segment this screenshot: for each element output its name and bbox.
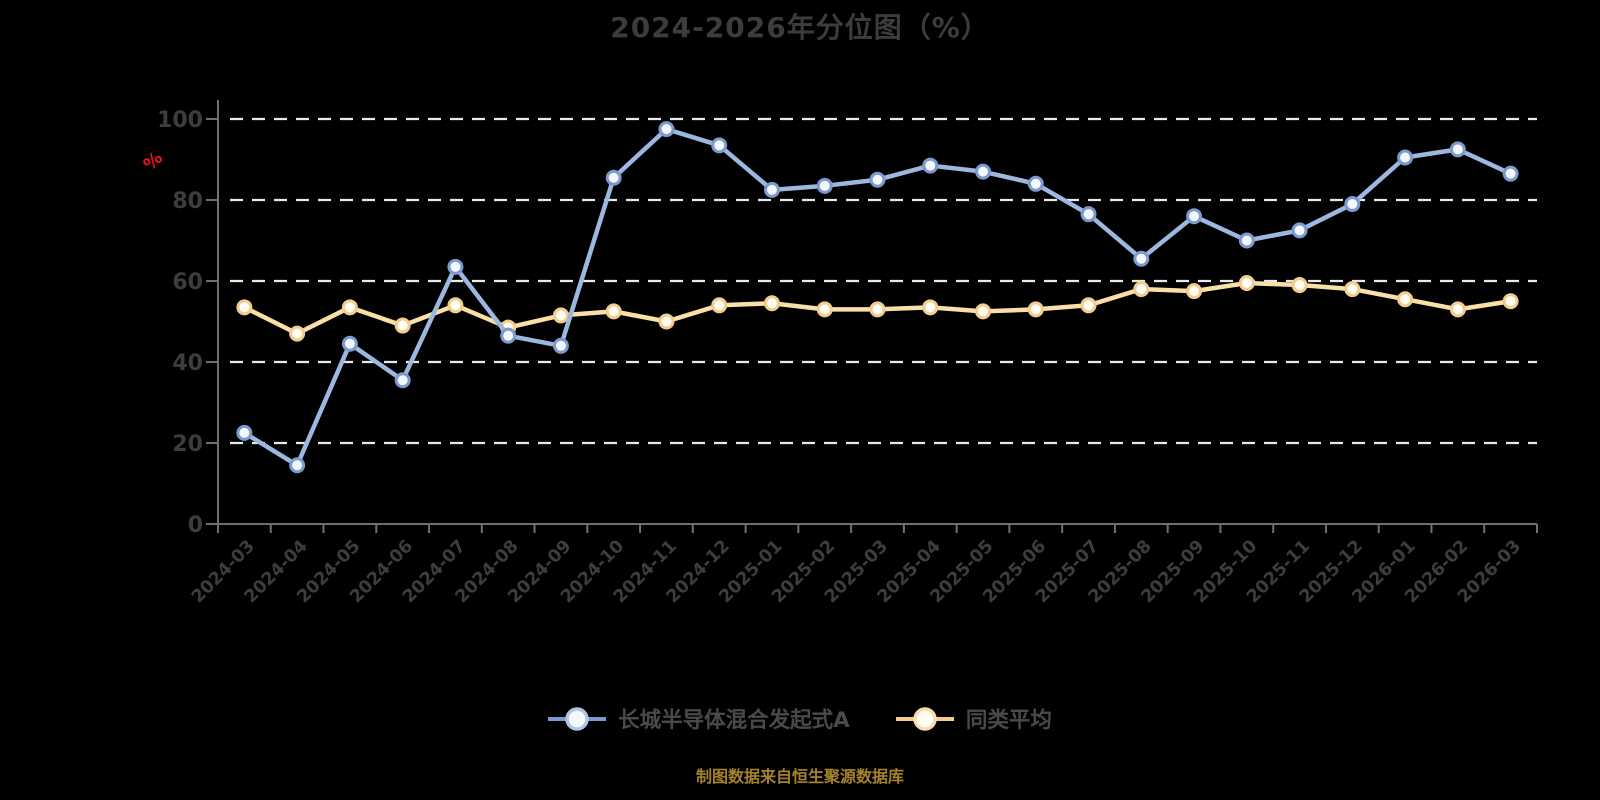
average-data-point (869, 301, 886, 318)
average-data-point (658, 313, 675, 330)
legend: 长城半导体混合发起式A 同类平均 (0, 703, 1600, 734)
data-source-note: 制图数据来自恒生聚源数据库 (695, 767, 904, 786)
y-tick-label: 20 (172, 432, 203, 457)
y-tick-label: 100 (157, 108, 203, 133)
fund-data-point (1449, 141, 1466, 158)
y-tick-label: 0 (188, 513, 203, 538)
average-data-point (711, 297, 728, 314)
fund-data-point (1344, 196, 1361, 213)
fund-data-point (341, 335, 358, 352)
average-data-point (1186, 283, 1203, 300)
average-data-point (1291, 277, 1308, 294)
fund-data-point (552, 337, 569, 354)
average-data-point (763, 295, 780, 312)
fund-data-point (922, 157, 939, 174)
fund-data-point (816, 177, 833, 194)
legend-item-fund[interactable]: 长城半导体混合发起式A (548, 703, 850, 734)
fund-data-point (1238, 232, 1255, 249)
fund-data-point (1133, 250, 1150, 267)
fund-data-point (1186, 208, 1203, 225)
y-tick-label: 40 (172, 351, 203, 376)
average-data-point (341, 299, 358, 316)
average-data-point (1133, 281, 1150, 298)
average-data-point (447, 297, 464, 314)
average-data-point (1238, 275, 1255, 292)
average-data-point (1344, 281, 1361, 298)
fund-data-point (1027, 175, 1044, 192)
fund-data-point (236, 424, 253, 441)
fund-data-point (1502, 165, 1519, 182)
average-data-point (1397, 291, 1414, 308)
fund-data-point (500, 327, 517, 344)
average-data-point (1449, 301, 1466, 318)
fund-data-point (605, 169, 622, 186)
y-tick-label: 60 (172, 270, 203, 295)
legend-marker-circle (913, 706, 937, 731)
chart-title: 2024-2026年分位图（%） (610, 11, 990, 44)
fund-data-point (394, 372, 411, 389)
average-data-point (1027, 301, 1044, 318)
fund-data-point (1291, 222, 1308, 239)
fund-data-point (869, 171, 886, 188)
fund-data-point (658, 121, 675, 138)
average-legend-label: 同类平均 (965, 708, 1052, 733)
fund-data-point (975, 163, 992, 180)
fund-data-point (289, 457, 306, 474)
legend-marker-circle (565, 706, 589, 731)
average-data-point (1080, 297, 1097, 314)
fund-data-point (447, 258, 464, 275)
average-data-point (1502, 293, 1519, 310)
average-data-point (289, 325, 306, 342)
average-data-point (922, 299, 939, 316)
fund-data-point (763, 181, 780, 198)
fund-data-point (711, 137, 728, 154)
fund-data-point (1080, 206, 1097, 223)
average-data-point (816, 301, 833, 318)
fund-legend-label: 长城半导体混合发起式A (618, 708, 850, 733)
average-data-point (236, 299, 253, 316)
average-data-point (394, 317, 411, 334)
average-legend-marker-icon (895, 706, 954, 731)
fund-data-point (1397, 149, 1414, 166)
legend-item-average[interactable]: 同类平均 (895, 703, 1052, 734)
average-data-point (975, 303, 992, 320)
average-data-point (552, 307, 569, 324)
y-tick-label: 80 (172, 189, 203, 214)
plot-area: 0204060801002024-032024-042024-052024-06… (157, 100, 1538, 607)
fund-legend-marker-icon (548, 706, 607, 731)
average-data-point (605, 303, 622, 320)
